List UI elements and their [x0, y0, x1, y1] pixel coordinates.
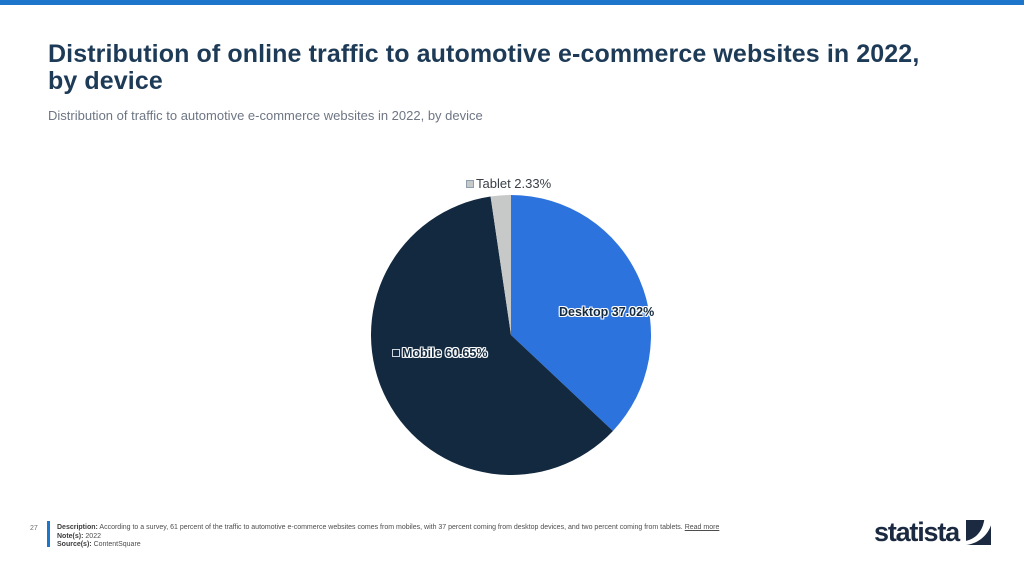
pie-slice-desktop — [511, 195, 651, 431]
page-title: Distribution of online traffic to automo… — [48, 41, 988, 95]
pie-label-desktop-text: Desktop 37.02% — [559, 305, 655, 319]
footer-description-line: Description: According to a survey, 61 p… — [57, 524, 719, 533]
footer-notes: Description: According to a survey, 61 p… — [57, 524, 719, 550]
footer-source-line: Source(s): ContentSquare — [57, 541, 719, 550]
legend-key-mobile-icon — [392, 349, 400, 357]
statista-logo-mark-icon — [965, 520, 991, 545]
pie-label-tablet: Tablet 2.33% — [466, 176, 551, 191]
note-label: Note(s): — [57, 532, 84, 540]
page-title-line2: by device — [48, 67, 163, 95]
footer-note-line: Note(s): 2022 — [57, 533, 719, 542]
pie-slice-mobile — [371, 196, 613, 475]
statista-logo: statista — [874, 519, 991, 546]
pie-label-tablet-text: Tablet 2.33% — [476, 176, 552, 191]
source-label: Source(s): — [57, 541, 92, 549]
read-more-link[interactable]: Read more — [684, 524, 720, 531]
page-title-line1: Distribution of online traffic to automo… — [48, 40, 920, 68]
pie-label-desktop: Desktop 37.02% — [559, 305, 654, 319]
pie-chart-svg — [371, 195, 651, 475]
pie-label-mobile: Mobile 60.65% — [392, 346, 487, 360]
header: Distribution of online traffic to automo… — [48, 41, 988, 95]
footer-accent-bar — [47, 521, 50, 547]
pie-label-mobile-text: Mobile 60.65% — [402, 346, 488, 360]
top-accent-bar — [0, 0, 1024, 5]
source-text: ContentSquare — [93, 541, 141, 549]
legend-key-tablet-icon — [466, 179, 474, 188]
statista-logo-text: statista — [874, 517, 960, 547]
page-number: 27 — [30, 525, 38, 532]
description-label: Description: — [57, 524, 98, 531]
description-text: According to a survey, 61 percent of the… — [99, 524, 683, 531]
page-subtitle: Distribution of traffic to automotive e-… — [48, 108, 483, 123]
pie-slice-tablet — [490, 195, 511, 335]
pie-chart: Tablet 2.33% Desktop 37.02% Mobile 60.65… — [371, 176, 654, 475]
footer: 27 Description: According to a survey, 6… — [0, 518, 1024, 558]
note-text: 2022 — [85, 532, 101, 540]
